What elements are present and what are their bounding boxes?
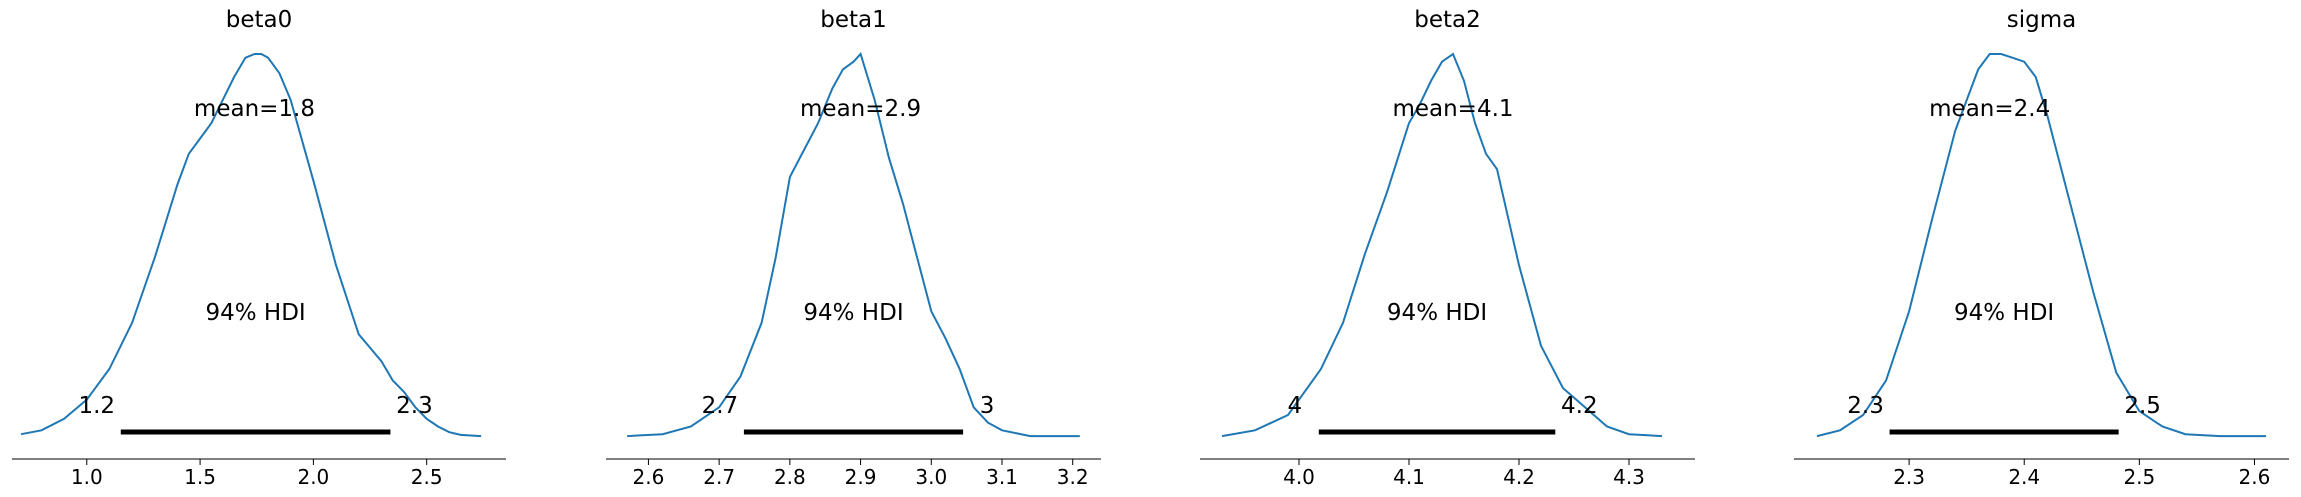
hdi-lower-label: 4 [1287,393,1302,419]
mean-label: mean=4.1 [1392,96,1513,122]
x-tick-label: 2.5 [2123,465,2155,489]
x-tick-label: 2.0 [297,465,329,489]
x-tick-label: 2.8 [774,465,806,489]
hdi-probability-label: 94% HDI [1387,300,1487,326]
mean-label: mean=2.9 [800,96,921,122]
panel-title: sigma [2007,7,2076,33]
hdi-upper-label: 2.5 [2124,393,2161,419]
x-tick-label: 2.6 [633,465,665,489]
hdi-lower-label: 1.2 [78,393,115,419]
panel-beta0: beta0 mean=1.8 94% HDI 1.2 2.3 1.0 1.5 2.0 2.5 [12,7,506,489]
x-tick-label: 3.1 [986,465,1018,489]
x-tick-label: 4.1 [1393,465,1425,489]
panel-title: beta0 [226,7,293,33]
hdi-upper-label: 4.2 [1561,393,1598,419]
mean-label: mean=2.4 [1929,96,2050,122]
x-tick-label: 4.0 [1283,465,1315,489]
x-tick-label: 1.0 [71,465,103,489]
x-tick-label: 3.2 [1057,465,1089,489]
hdi-upper-label: 3 [980,393,995,419]
mean-label: mean=1.8 [194,96,315,122]
panel-beta2: beta2 mean=4.1 94% HDI 4 4.2 4.0 4.1 4.2 4.3 [1200,7,1695,489]
panel-sigma: sigma mean=2.4 94% HDI 2.3 2.5 2.3 2.4 2.5 2.6 [1794,7,2289,489]
x-tick-label: 2.3 [1893,465,1925,489]
hdi-upper-label: 2.3 [396,393,433,419]
x-tick-label: 2.5 [411,465,443,489]
x-tick-label: 2.6 [2239,465,2271,489]
hdi-probability-label: 94% HDI [205,300,305,326]
x-tick-label: 2.9 [845,465,877,489]
panel-title: beta1 [820,7,887,33]
hdi-lower-label: 2.3 [1847,393,1884,419]
density-line [20,53,482,438]
hdi-probability-label: 94% HDI [803,300,903,326]
x-tick-label: 3.0 [915,465,947,489]
panel-beta1: beta1 mean=2.9 94% HDI 2.7 3 2.6 2.7 2.8 2.9 3.0 3… [606,7,1101,489]
x-tick-label: 2.4 [2008,465,2040,489]
hdi-lower-label: 2.7 [702,393,739,419]
density-line [1221,52,1663,438]
density-line [627,52,1080,438]
x-tick-label: 4.2 [1503,465,1535,489]
density-line [1816,53,2266,438]
x-tick-label: 2.7 [703,465,735,489]
panel-title: beta2 [1414,7,1481,33]
hdi-probability-label: 94% HDI [1954,300,2054,326]
x-tick-label: 4.3 [1613,465,1645,489]
x-tick-label: 1.5 [184,465,216,489]
